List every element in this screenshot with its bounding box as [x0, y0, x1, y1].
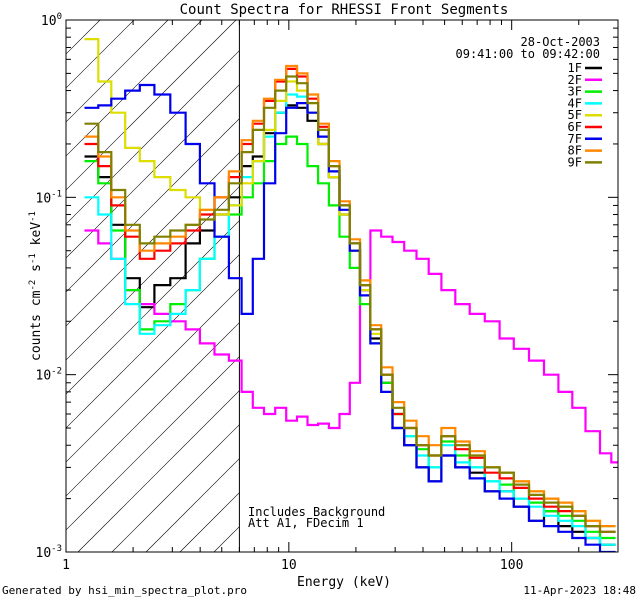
- y-axis-label-exp: -1: [28, 211, 38, 222]
- legend-label-6F: 6F: [568, 120, 582, 134]
- series-layer: [84, 38, 618, 552]
- series-line-7F: [84, 83, 616, 552]
- legend-label-7F: 7F: [568, 132, 582, 146]
- legend-label-4F: 4F: [568, 96, 582, 110]
- annotation-attenuator: Att A1, FDecim 1: [248, 516, 364, 530]
- y-tick-label-0.001: 10-3: [36, 544, 63, 561]
- y-tick-base: 10: [36, 191, 52, 206]
- x-axis-label: Energy (keV): [297, 575, 391, 590]
- footer-generated-by: Generated by hsi_min_spectra_plot.pro: [2, 584, 247, 597]
- y-axis-label-part: counts cm: [29, 290, 44, 361]
- y-tick-exp: -2: [51, 367, 62, 377]
- time-range-label: 09:41:00 to 09:42:00: [456, 47, 601, 61]
- chart-title: Count Spectra for RHESSI Front Segments: [180, 2, 509, 18]
- y-tick-label-1: 100: [41, 12, 62, 29]
- y-tick-base: 10: [41, 14, 57, 29]
- y-tick-exp: -1: [51, 189, 62, 199]
- x-edge-label-1: 1: [62, 558, 70, 573]
- y-axis-label: counts cm-2 s-1 keV-1: [28, 211, 44, 361]
- y-tick-label-0.1: 10-1: [36, 189, 63, 206]
- hatch-line: [66, 20, 305, 259]
- y-tick-base: 10: [36, 369, 52, 384]
- legend-label-9F: 9F: [568, 155, 582, 169]
- footer-date: 11-Apr-2023 18:48: [523, 584, 636, 597]
- x-tick-label-10: 10: [281, 558, 297, 573]
- hatch-line: [66, 20, 169, 123]
- legend-label-3F: 3F: [568, 85, 582, 99]
- plot-frame: [65, 19, 619, 553]
- legend-label-1F: 1F: [568, 61, 582, 75]
- date-label: 28-Oct-2003: [521, 35, 600, 49]
- annotation-background: Includes Background: [248, 505, 385, 519]
- y-axis-label-part: s: [29, 264, 44, 280]
- y-axis-label-exp: -2: [28, 280, 38, 291]
- y-tick-exp: -3: [51, 544, 62, 554]
- legend-label-2F: 2F: [568, 73, 582, 87]
- series-line-2F: [84, 229, 618, 464]
- series-line-9F: [84, 75, 616, 533]
- y-tick-label-0.01: 10-2: [36, 367, 63, 384]
- hatch-line: [66, 20, 237, 191]
- legend-label-8F: 8F: [568, 144, 582, 158]
- axis-ticks: [65, 20, 619, 553]
- hatch-line: [66, 20, 271, 225]
- hatch-line: [66, 20, 203, 157]
- legend-label-5F: 5F: [568, 108, 582, 122]
- y-axis-label-exp: -1: [28, 253, 38, 264]
- y-axis-label-part: keV: [29, 222, 44, 253]
- y-tick-base: 10: [36, 546, 52, 561]
- x-tick-label-100: 100: [500, 558, 523, 573]
- y-tick-exp: 0: [57, 12, 62, 22]
